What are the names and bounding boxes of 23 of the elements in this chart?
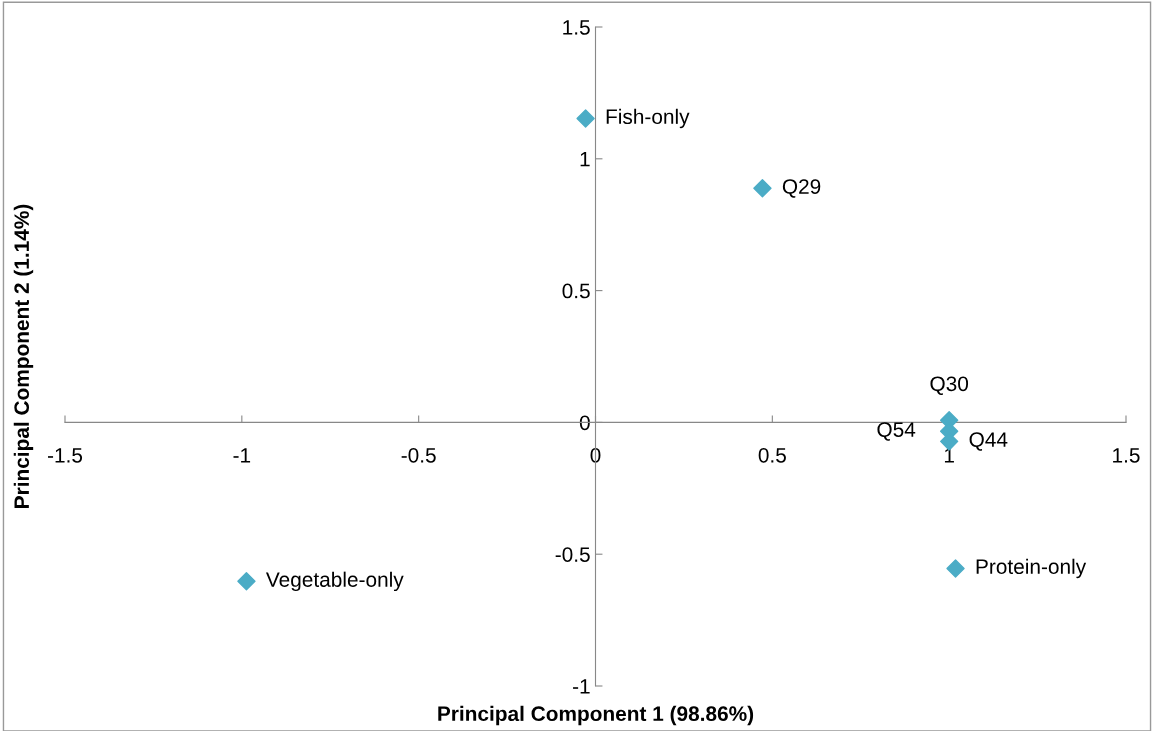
x-tick-label: -1.5 <box>47 448 83 463</box>
annotation: Protein-only <box>976 558 1087 579</box>
x-tick-label: -0.5 <box>401 447 436 463</box>
annotation: Q29 <box>782 179 821 198</box>
point <box>946 559 965 578</box>
annotation: Vegetable-only <box>265 571 404 592</box>
annotation: Q54 <box>877 422 916 441</box>
x-tick-label: 0.5 <box>758 447 786 463</box>
y-tick-label: 0.5 <box>562 283 590 299</box>
y-axis-title: Principal Component 2 (1.14%) <box>13 204 34 508</box>
x-tick-label: -1 <box>233 448 251 463</box>
point <box>576 109 595 128</box>
y-tick-label: -0.5 <box>555 547 590 562</box>
point <box>753 179 772 198</box>
x-tick-label: 1.5 <box>1113 448 1140 463</box>
annotation: Q30 <box>930 376 969 395</box>
y-tick-label: 1.5 <box>563 20 590 35</box>
x-axis-title: Principal Component 1 (98.86%) <box>438 705 754 726</box>
point <box>237 572 256 591</box>
y-tick-label: -1 <box>573 679 590 694</box>
annotation: Fish-only <box>606 108 690 129</box>
y-tick-label: 1 <box>580 152 590 167</box>
annotation: Q44 <box>969 432 1008 451</box>
